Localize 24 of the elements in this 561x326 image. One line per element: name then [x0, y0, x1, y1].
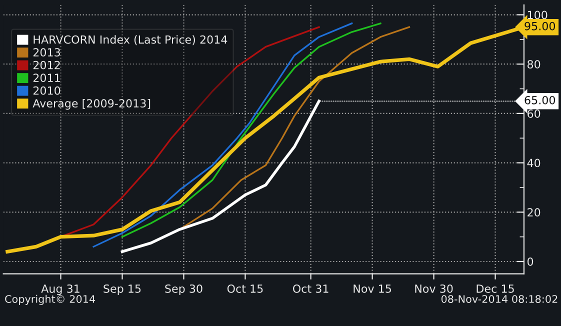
x-tick-label: Sep 15	[104, 284, 141, 296]
x-tick-label: Dec 15	[476, 284, 514, 293]
annotation: 65.00	[524, 96, 556, 104]
text: 08-Nov-2014 08:18:02	[441, 295, 558, 303]
x-tick-label: Sep 30	[165, 284, 202, 296]
y-tick-label: 80	[528, 60, 540, 68]
legend-label: HARVCORN Index (Last Price) 2014	[34, 35, 228, 46]
y-tick-label: 0	[527, 257, 534, 266]
y-tick-label: 100	[528, 10, 548, 20]
legend-label: 2011	[33, 74, 60, 82]
legend-label: 2012	[33, 60, 60, 70]
x-tick-label: Aug 31	[41, 284, 80, 296]
y-tick-label: 40	[527, 158, 540, 168]
annotation: 95.00	[524, 22, 556, 30]
legend-label: Average [2009-2013]	[32, 98, 150, 110]
legend-label: 2010	[33, 86, 60, 95]
text: Copyright© 2014	[5, 294, 96, 305]
x-tick-label: Oct 31	[292, 284, 328, 293]
y-tick-label: 60	[528, 109, 540, 118]
y-tick-label: 20	[528, 208, 540, 217]
x-tick-label: Oct 15	[227, 284, 263, 293]
x-tick-label: Nov 30	[415, 284, 453, 293]
legend-label: 2013	[33, 48, 60, 57]
x-tick-label: Nov 15	[354, 284, 392, 293]
